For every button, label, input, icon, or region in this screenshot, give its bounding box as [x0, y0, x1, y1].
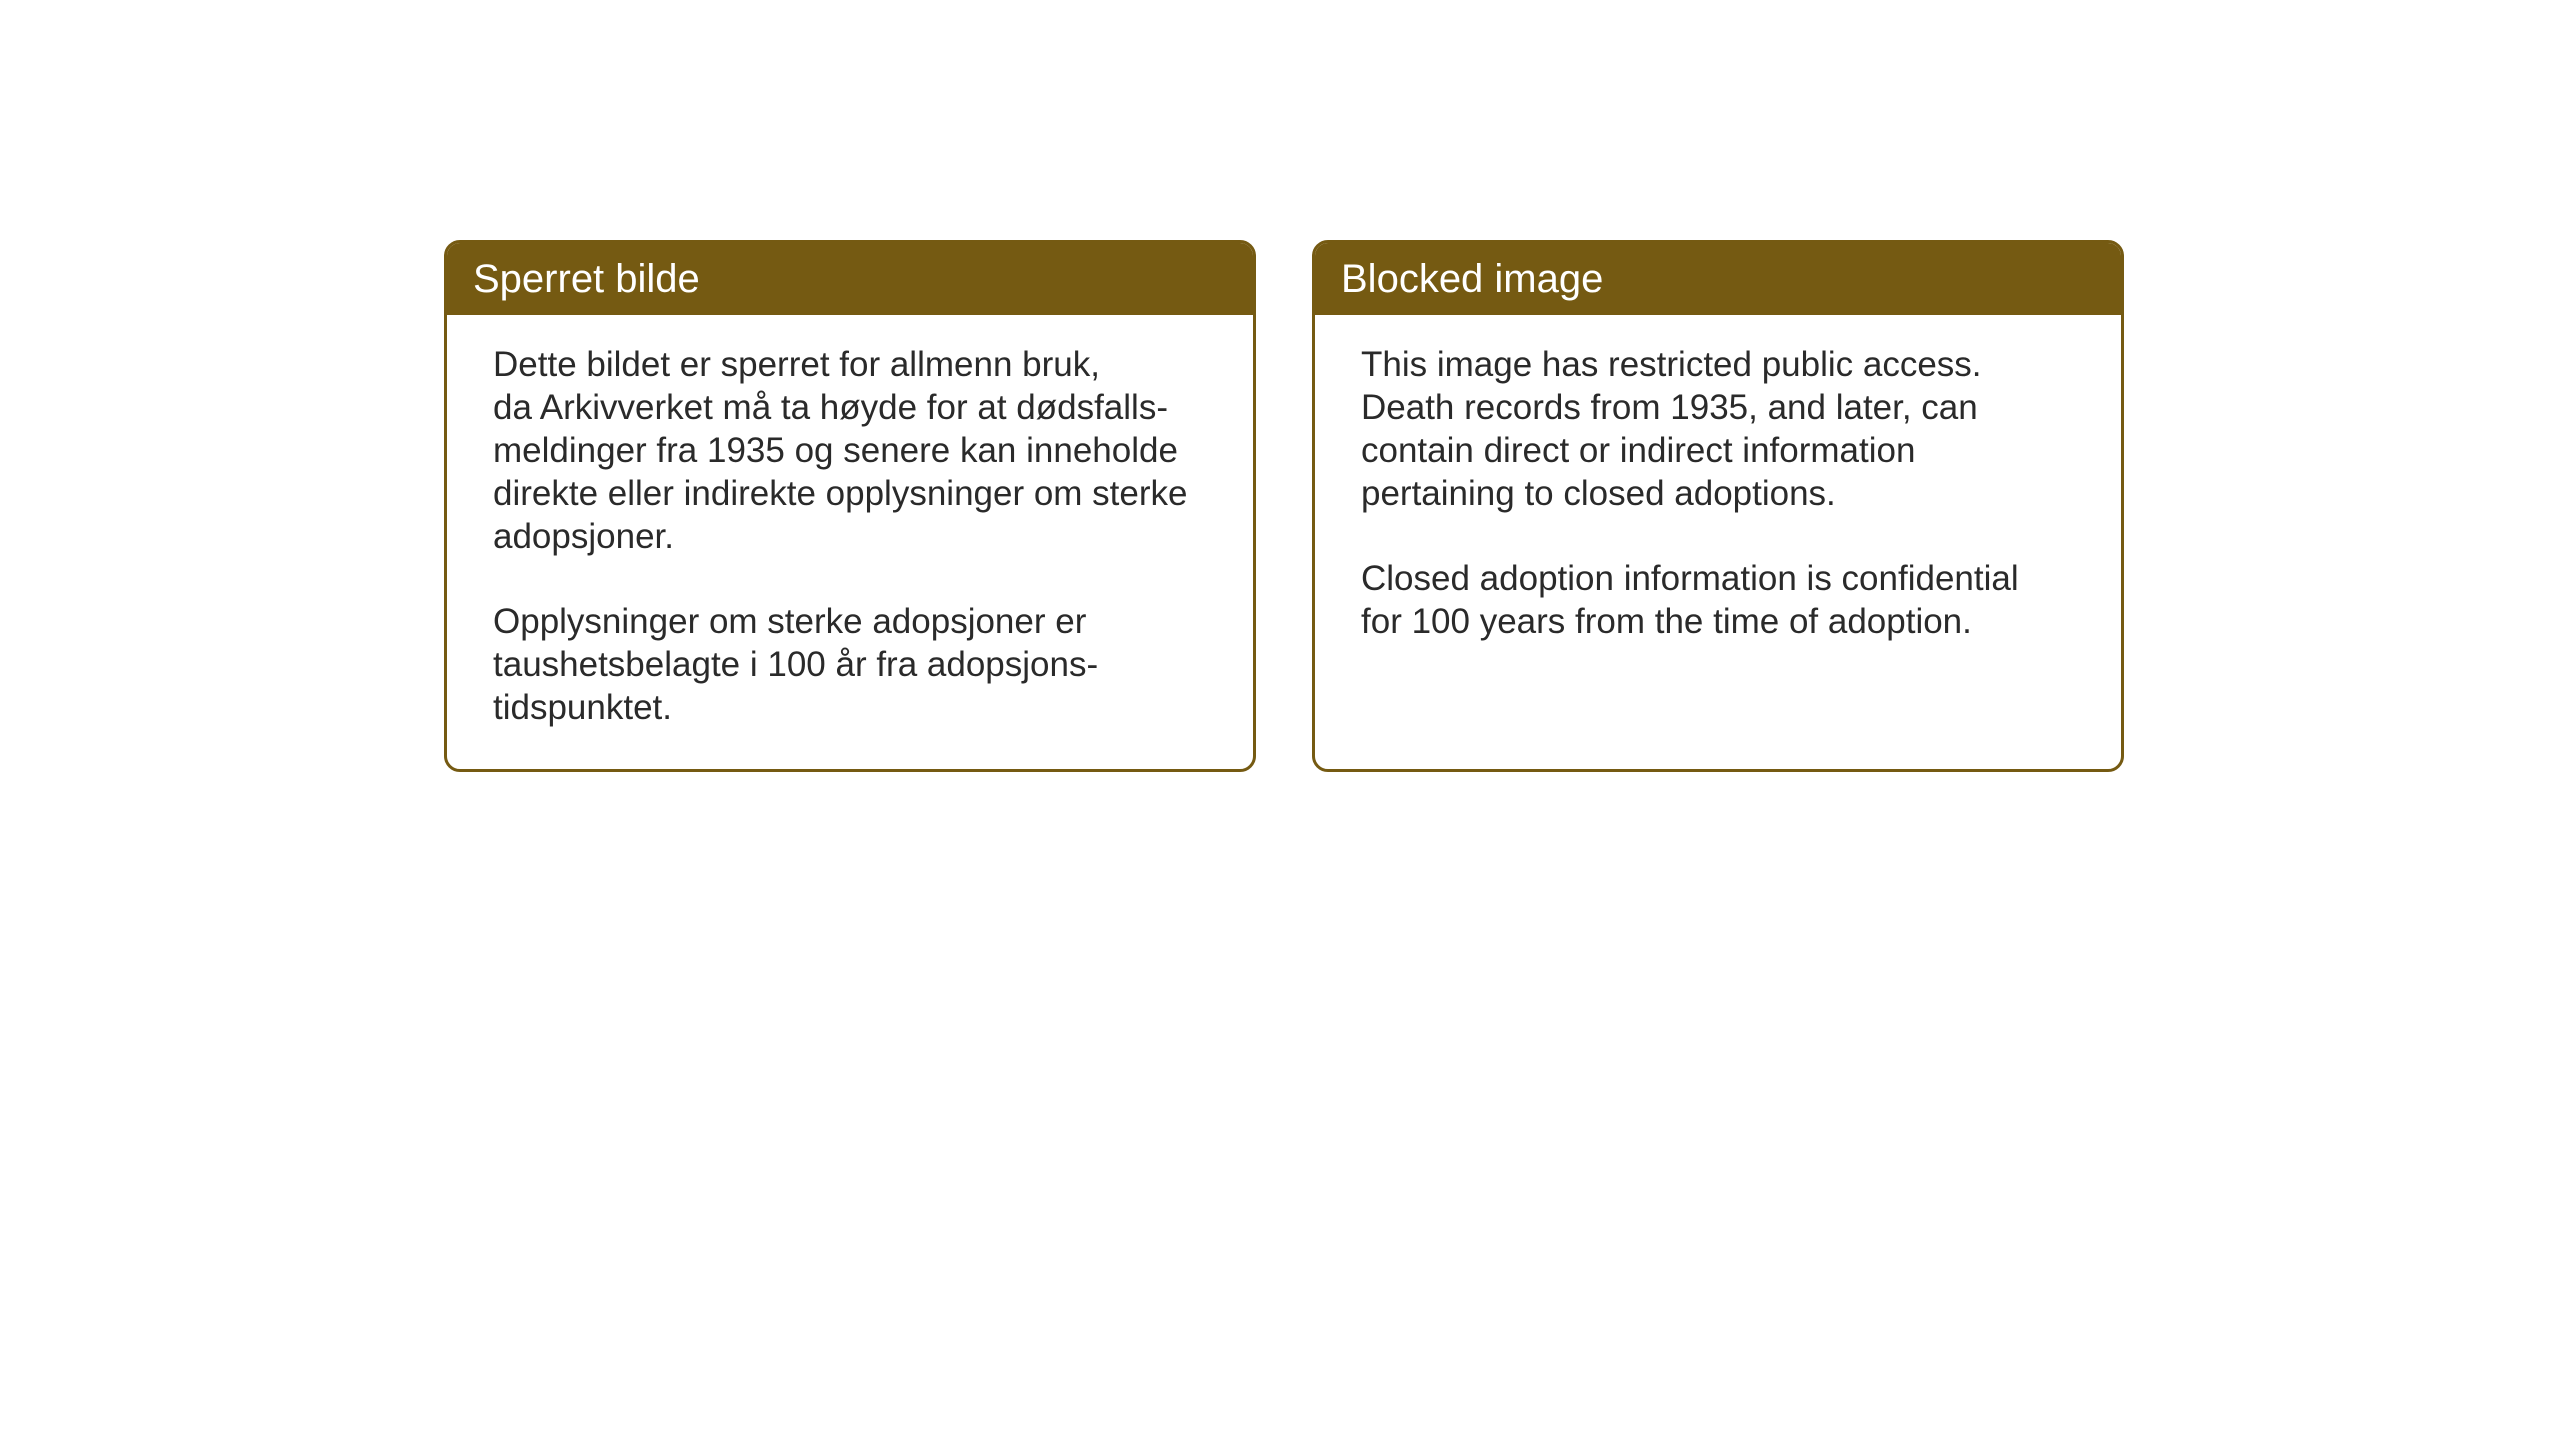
notice-body-norwegian: Dette bildet er sperret for allmenn bruk…: [447, 315, 1253, 769]
notice-paragraph-1-norwegian: Dette bildet er sperret for allmenn bruk…: [493, 343, 1207, 558]
notice-box-english: Blocked image This image has restricted …: [1312, 240, 2124, 772]
notice-header-english: Blocked image: [1315, 243, 2121, 315]
notice-paragraph-2-norwegian: Opplysninger om sterke adopsjoner er tau…: [493, 600, 1207, 729]
notice-paragraph-1-english: This image has restricted public access.…: [1361, 343, 2075, 515]
notice-box-norwegian: Sperret bilde Dette bildet er sperret fo…: [444, 240, 1256, 772]
notice-paragraph-2-english: Closed adoption information is confident…: [1361, 557, 2075, 643]
notice-body-english: This image has restricted public access.…: [1315, 315, 2121, 735]
notice-container: Sperret bilde Dette bildet er sperret fo…: [444, 240, 2124, 772]
notice-header-norwegian: Sperret bilde: [447, 243, 1253, 315]
